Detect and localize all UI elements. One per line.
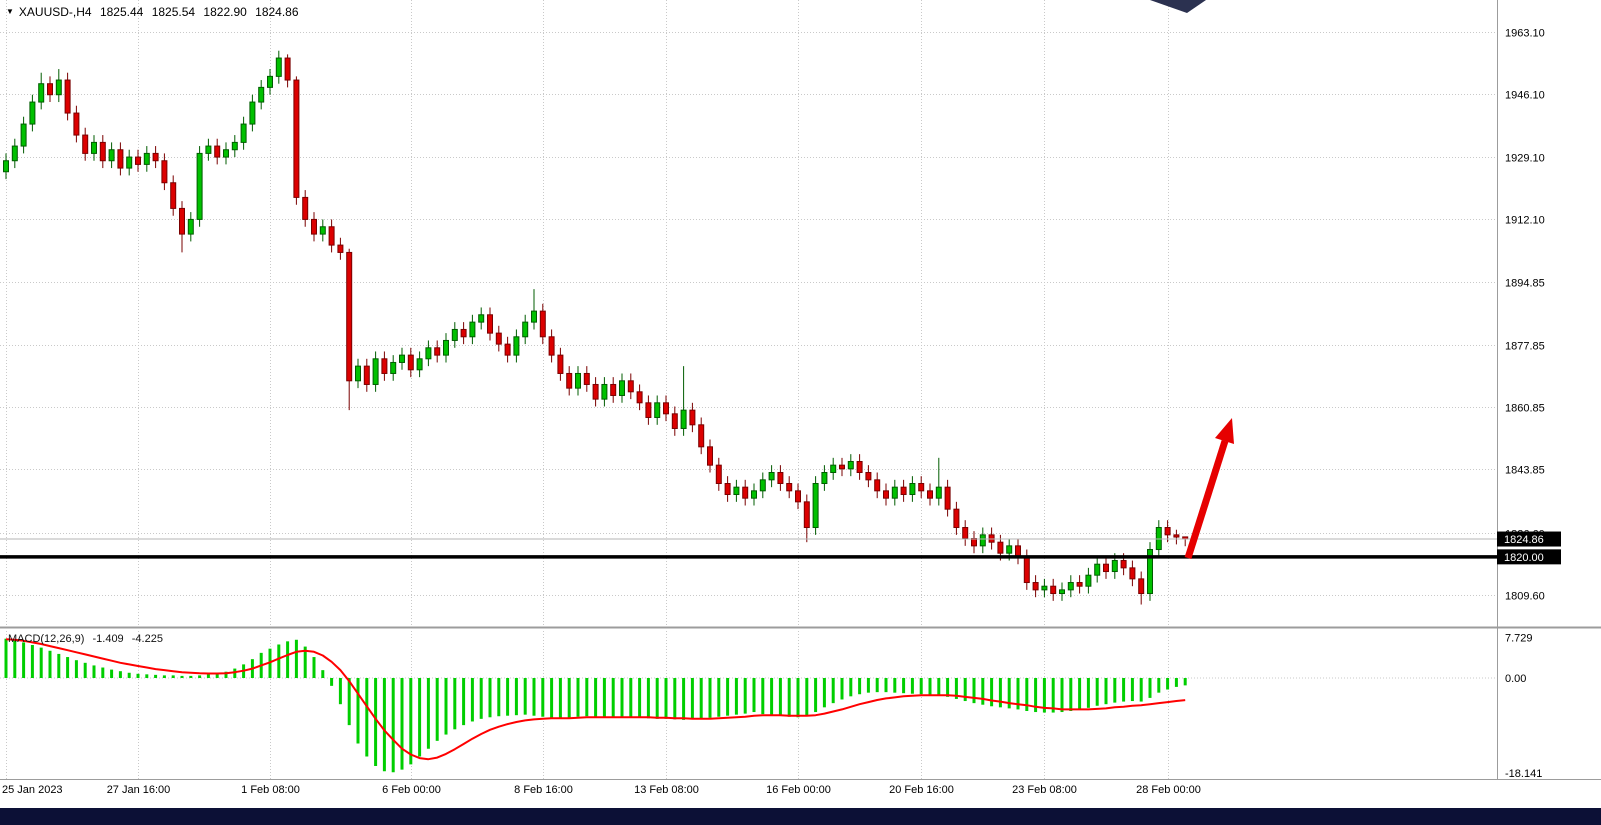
time-tick-label: 27 Jan 16:00 [107, 784, 171, 796]
taskbar-strip[interactable] [0, 808, 1601, 825]
price-tick-label: 1877.85 [1505, 341, 1545, 353]
macd-signal-value: -4.225 [131, 633, 163, 645]
time-tick-label: 6 Feb 00:00 [382, 784, 441, 796]
grid-layer [0, 0, 1497, 779]
price-tick-label: 1843.85 [1505, 465, 1545, 477]
price-badge-label: 1824.86 [1504, 534, 1544, 546]
price-badge [1497, 549, 1561, 565]
low-value: 1822.90 [203, 5, 247, 19]
price-tick-label: 1929.10 [1505, 153, 1545, 165]
time-tick-label: 25 Jan 2023 [2, 784, 63, 796]
time-tick-label: 13 Feb 08:00 [634, 784, 699, 796]
macd-tick-label: 7.729 [1505, 633, 1533, 645]
price-badge-label: 1820.00 [1504, 552, 1544, 564]
trend-arrow-annotation[interactable] [1184, 418, 1234, 560]
macd-main-value: -1.409 [92, 633, 124, 645]
macd-tick-label: 0.00 [1505, 673, 1526, 685]
chart-header: ▼ XAUUSD-,H4 1825.44 1825.54 1822.90 1824… [6, 5, 304, 19]
price-axis[interactable]: 1963.10 1946.10 1929.10 1912.10 1894.85 1877.… [1505, 28, 1545, 781]
macd-header: MACD(12,26,9) -1.409 -4.225 [8, 633, 168, 645]
price-tick-label: 1809.60 [1505, 591, 1545, 603]
open-value: 1825.44 [99, 5, 144, 19]
price-tick-label: 1860.85 [1505, 403, 1545, 415]
high-value: 1825.54 [151, 5, 196, 19]
price-badge [1497, 531, 1561, 547]
macd-histogram [4, 638, 1187, 773]
time-tick-label: 23 Feb 08:00 [1012, 784, 1077, 796]
price-tick-label: 1894.85 [1505, 278, 1545, 290]
price-tick-label: 1946.10 [1505, 90, 1545, 102]
price-tick-label: 1912.10 [1505, 215, 1545, 227]
macd-signal-line [5, 638, 1186, 761]
time-tick-label: 16 Feb 00:00 [766, 784, 831, 796]
pane-separators [0, 0, 1601, 780]
time-tick-label: 28 Feb 00:00 [1136, 784, 1201, 796]
symbol-dropdown-icon: ▼ [6, 7, 14, 16]
macd-tick-label: -18.141 [1505, 768, 1542, 780]
price-tick-label: 1963.10 [1505, 28, 1545, 40]
candles-layer [3, 50, 1189, 605]
time-axis[interactable]: 25 Jan 2023 27 Jan 16:00 1 Feb 08:00 6 Feb … [2, 784, 1201, 796]
symbol-timeframe-label: XAUUSD-,H4 [18, 5, 92, 19]
screen-artifact [1150, 0, 1206, 13]
time-tick-label: 1 Feb 08:00 [241, 784, 300, 796]
time-tick-label: 20 Feb 16:00 [889, 784, 954, 796]
macd-indicator-label: MACD(12,26,9) [8, 633, 85, 645]
close-value: 1824.86 [255, 5, 299, 19]
time-tick-label: 8 Feb 16:00 [514, 784, 573, 796]
